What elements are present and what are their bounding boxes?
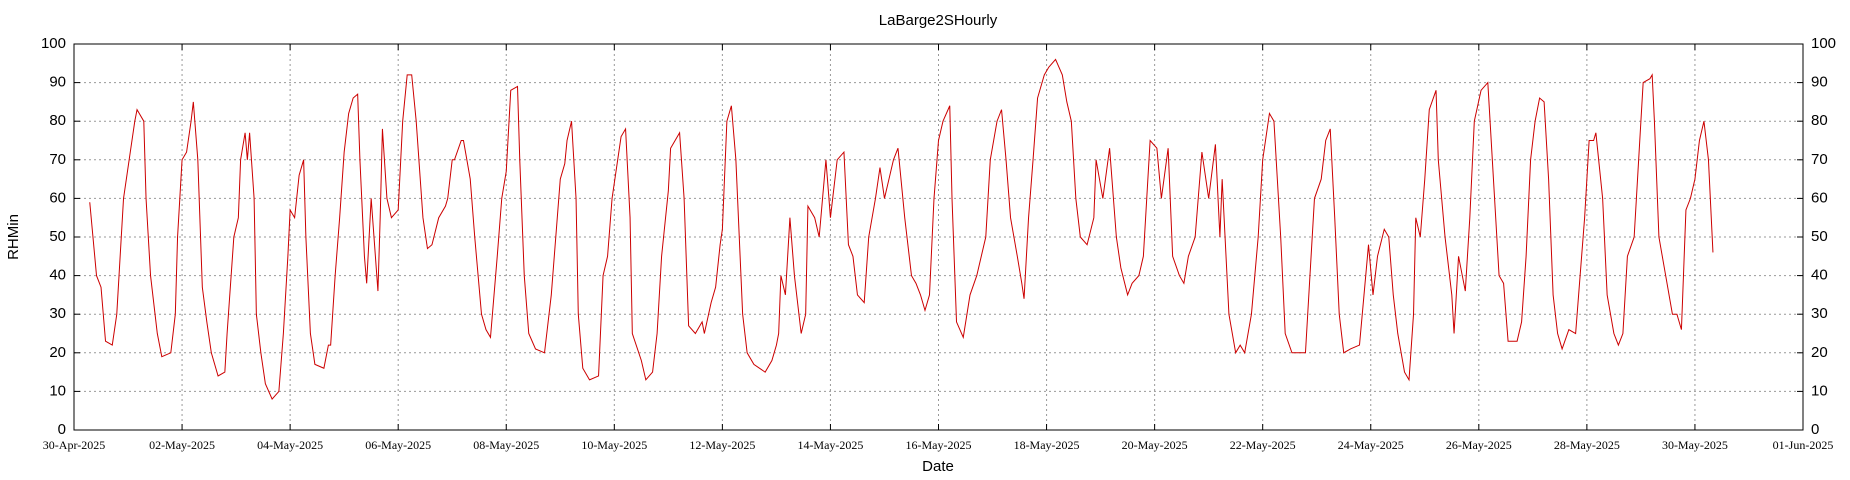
y-tick-label: 30 xyxy=(49,305,66,322)
data-line xyxy=(89,58,1714,401)
x-tick-label: 28-May-2025 xyxy=(1554,438,1620,452)
x-axis-label: Date xyxy=(922,458,954,475)
x-tick-label: 01-Jun-2025 xyxy=(1773,438,1834,452)
y-tick-label: 20 xyxy=(49,344,66,361)
y2-tick-label: 70 xyxy=(1811,151,1828,168)
x-tick-label: 18-May-2025 xyxy=(1014,438,1080,452)
y-tick-label: 0 xyxy=(58,421,66,438)
x-tick-label: 06-May-2025 xyxy=(365,438,431,452)
y-axis-label: RHMin xyxy=(5,214,22,260)
x-tick-label: 26-May-2025 xyxy=(1446,438,1512,452)
x-tick-label: 10-May-2025 xyxy=(581,438,647,452)
x-tick-label: 04-May-2025 xyxy=(257,438,323,452)
y-tick-label: 90 xyxy=(49,74,66,91)
y2-tick-label: 50 xyxy=(1811,228,1828,245)
y-tick-label: 40 xyxy=(49,267,66,284)
y-tick-label: 60 xyxy=(49,189,66,206)
y2-tick-label: 40 xyxy=(1811,267,1828,284)
x-tick-label: 22-May-2025 xyxy=(1230,438,1296,452)
x-tick-label: 16-May-2025 xyxy=(906,438,972,452)
y-tick-label: 50 xyxy=(49,228,66,245)
y2-tick-label: 100 xyxy=(1811,35,1836,52)
y2-tick-label: 90 xyxy=(1811,74,1828,91)
x-tick-label: 08-May-2025 xyxy=(473,438,539,452)
x-tick-label: 20-May-2025 xyxy=(1122,438,1188,452)
y-tick-label: 70 xyxy=(49,151,66,168)
y-tick-label: 100 xyxy=(41,35,66,52)
x-tick-label: 02-May-2025 xyxy=(149,438,215,452)
y-tick-label: 80 xyxy=(49,112,66,129)
y2-tick-label: 30 xyxy=(1811,305,1828,322)
x-tick-label: 30-Apr-2025 xyxy=(43,438,105,452)
y2-tick-label: 20 xyxy=(1811,344,1828,361)
x-tick-label: 30-May-2025 xyxy=(1662,438,1728,452)
plot-frame xyxy=(73,43,1804,431)
x-tick-label: 24-May-2025 xyxy=(1338,438,1404,452)
x-tick-label: 12-May-2025 xyxy=(689,438,755,452)
y2-tick-label: 80 xyxy=(1811,112,1828,129)
y2-tick-label: 10 xyxy=(1811,382,1828,399)
y2-tick-label: 0 xyxy=(1811,421,1819,438)
y2-tick-label: 60 xyxy=(1811,189,1828,206)
y-tick-label: 10 xyxy=(49,382,66,399)
chart-title: LaBarge2SHourly xyxy=(879,12,998,29)
x-tick-label: 14-May-2025 xyxy=(797,438,863,452)
